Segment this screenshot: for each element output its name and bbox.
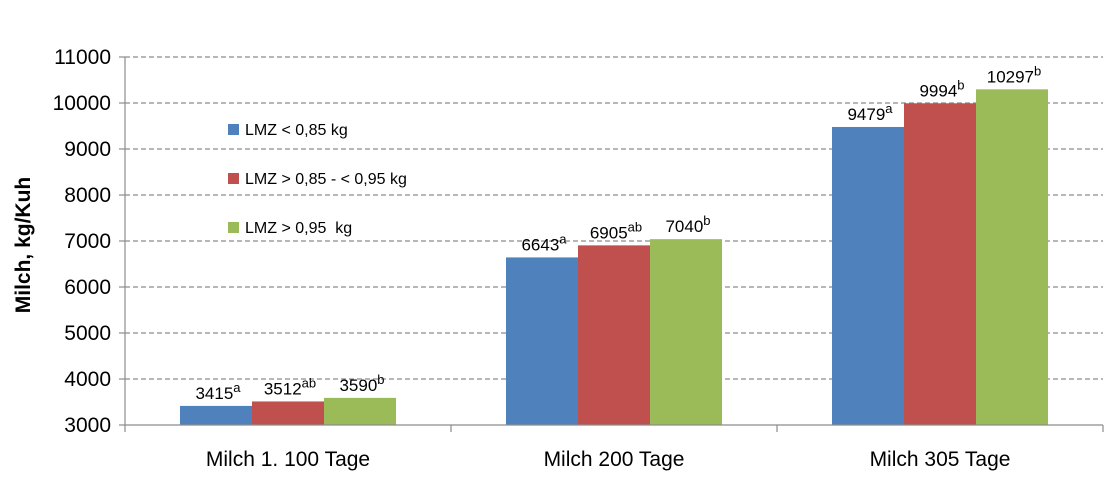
bar [904, 103, 976, 425]
data-label: 7040b [665, 213, 710, 236]
bar [506, 257, 578, 425]
y-tick-label: 8000 [64, 184, 111, 207]
bar [324, 397, 396, 425]
legend-swatch [228, 173, 239, 184]
x-category-label: Milch 200 Tage [544, 448, 685, 471]
bar [650, 239, 722, 425]
y-tick-label: 10000 [53, 92, 111, 115]
bar [578, 245, 650, 425]
bars [180, 89, 1048, 425]
data-label: 3415a [195, 380, 241, 403]
data-label: 10297b [987, 63, 1042, 86]
y-tick-label: 3000 [64, 414, 111, 437]
data-label: 6643a [521, 231, 567, 254]
y-tick-label: 5000 [64, 322, 111, 345]
axes: 3000 4000 5000 6000 7000 8000 9000 10000 11000 Mi… [53, 46, 1104, 471]
y-tick-label: 4000 [64, 368, 111, 391]
legend: LMZ < 0,85 kg LMZ > 0,85 - < 0,95 kg LMZ >… [228, 122, 407, 237]
y-tick-label: 9000 [64, 138, 111, 161]
y-tick-label: 11000 [54, 46, 111, 69]
legend-label: LMZ < 0,85 kg [245, 122, 348, 139]
legend-label: LMZ > 0,95 kg [245, 220, 352, 237]
x-category-label: Milch 305 Tage [870, 448, 1011, 471]
data-label: 9479a [847, 101, 893, 124]
y-axis-title: Milch, kg/Kuh [12, 177, 35, 314]
bar [976, 89, 1048, 425]
x-category-label: Milch 1. 100 Tage [206, 448, 370, 471]
y-tick-label: 6000 [64, 276, 111, 299]
legend-swatch [228, 222, 239, 233]
bar [832, 126, 904, 425]
data-label: 3590b [339, 372, 384, 395]
data-label: 9994b [919, 77, 964, 100]
bar [180, 405, 252, 425]
legend-swatch [228, 124, 239, 135]
data-labels: 3415a 3512ab 3590b 6643a 6905ab 7040b 9479a 999… [195, 63, 1041, 403]
data-label: 3512ab [264, 375, 316, 398]
legend-label: LMZ > 0,85 - < 0,95 kg [245, 171, 407, 188]
data-label: 6905ab [590, 219, 642, 242]
y-tick-label: 7000 [64, 230, 111, 253]
bar [252, 401, 324, 425]
